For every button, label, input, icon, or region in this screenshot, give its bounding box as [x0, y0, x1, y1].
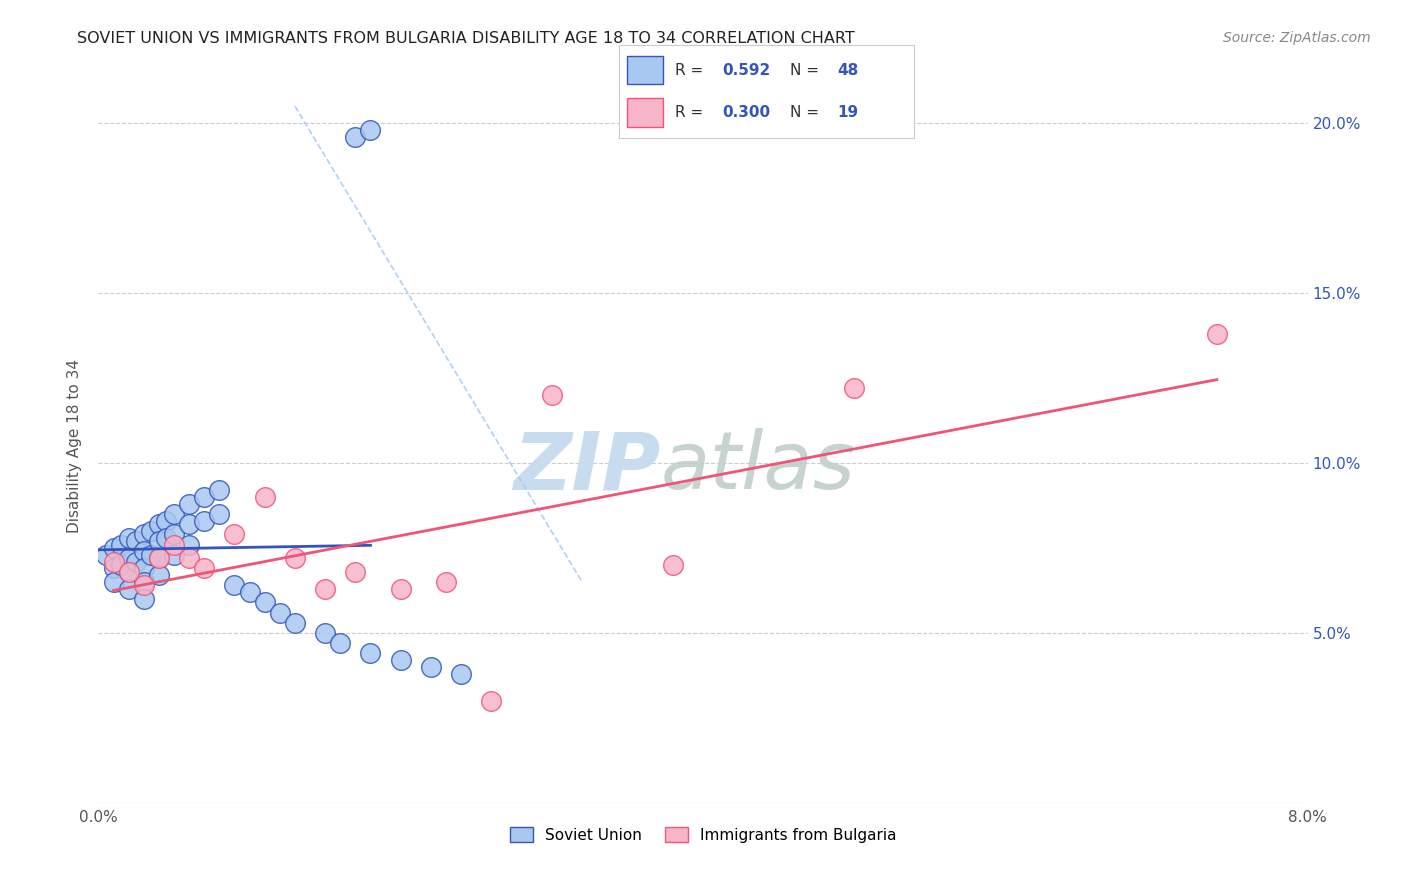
- Point: [141, 548, 163, 562]
- Text: 0.592: 0.592: [723, 62, 770, 78]
- Point: [193, 561, 215, 575]
- Point: [132, 591, 155, 606]
- Point: [148, 551, 170, 566]
- Y-axis label: Disability Age 18 to 34: Disability Age 18 to 34: [67, 359, 83, 533]
- Point: [179, 497, 201, 511]
- Point: [132, 578, 155, 592]
- Point: [148, 568, 170, 582]
- Bar: [627, 56, 664, 85]
- Point: [389, 582, 412, 596]
- Point: [179, 551, 201, 566]
- Point: [163, 527, 186, 541]
- Point: [389, 653, 412, 667]
- Point: [360, 123, 382, 137]
- Point: [193, 490, 215, 504]
- Point: [163, 548, 186, 562]
- Point: [148, 551, 170, 566]
- Text: N =: N =: [790, 105, 824, 120]
- Text: ZIP: ZIP: [513, 428, 661, 507]
- Text: 48: 48: [837, 62, 859, 78]
- Point: [125, 534, 148, 549]
- Point: [103, 541, 125, 555]
- Point: [193, 514, 215, 528]
- Point: [360, 646, 382, 660]
- Point: [118, 565, 141, 579]
- Point: [344, 129, 367, 144]
- Point: [344, 565, 367, 579]
- Point: [163, 537, 186, 551]
- Point: [141, 524, 163, 538]
- Point: [110, 558, 132, 572]
- Point: [284, 551, 307, 566]
- Text: R =: R =: [675, 62, 707, 78]
- Point: [179, 517, 201, 532]
- Text: SOVIET UNION VS IMMIGRANTS FROM BULGARIA DISABILITY AGE 18 TO 34 CORRELATION CHA: SOVIET UNION VS IMMIGRANTS FROM BULGARIA…: [77, 31, 855, 46]
- Point: [103, 561, 125, 575]
- Point: [224, 527, 246, 541]
- Point: [314, 582, 336, 596]
- Point: [239, 585, 262, 599]
- Point: [163, 507, 186, 521]
- Point: [125, 555, 148, 569]
- Point: [103, 574, 125, 589]
- Text: R =: R =: [675, 105, 707, 120]
- Point: [118, 565, 141, 579]
- Point: [148, 517, 170, 532]
- Point: [540, 388, 562, 402]
- Point: [132, 544, 155, 558]
- Point: [132, 574, 155, 589]
- Point: [132, 561, 155, 575]
- Point: [253, 490, 276, 504]
- Point: [420, 660, 443, 674]
- Point: [179, 537, 201, 551]
- Point: [253, 595, 276, 609]
- Point: [110, 537, 132, 551]
- Text: 19: 19: [837, 105, 858, 120]
- Bar: [627, 98, 664, 127]
- Point: [329, 636, 352, 650]
- Point: [94, 548, 117, 562]
- Point: [155, 531, 177, 545]
- Point: [132, 527, 155, 541]
- Point: [661, 558, 683, 572]
- Text: N =: N =: [790, 62, 824, 78]
- Point: [284, 615, 307, 630]
- Point: [148, 534, 170, 549]
- Text: 0.300: 0.300: [723, 105, 770, 120]
- Point: [844, 381, 866, 395]
- Point: [434, 574, 457, 589]
- Text: atlas: atlas: [661, 428, 855, 507]
- Point: [314, 626, 336, 640]
- Point: [1206, 326, 1229, 341]
- Point: [481, 694, 503, 708]
- Point: [103, 555, 125, 569]
- Point: [155, 514, 177, 528]
- Point: [118, 531, 141, 545]
- Point: [208, 483, 231, 498]
- Legend: Soviet Union, Immigrants from Bulgaria: Soviet Union, Immigrants from Bulgaria: [503, 821, 903, 848]
- Point: [269, 606, 291, 620]
- Point: [118, 582, 141, 596]
- Point: [450, 666, 472, 681]
- Text: Source: ZipAtlas.com: Source: ZipAtlas.com: [1223, 31, 1371, 45]
- Point: [224, 578, 246, 592]
- Point: [208, 507, 231, 521]
- Point: [118, 551, 141, 566]
